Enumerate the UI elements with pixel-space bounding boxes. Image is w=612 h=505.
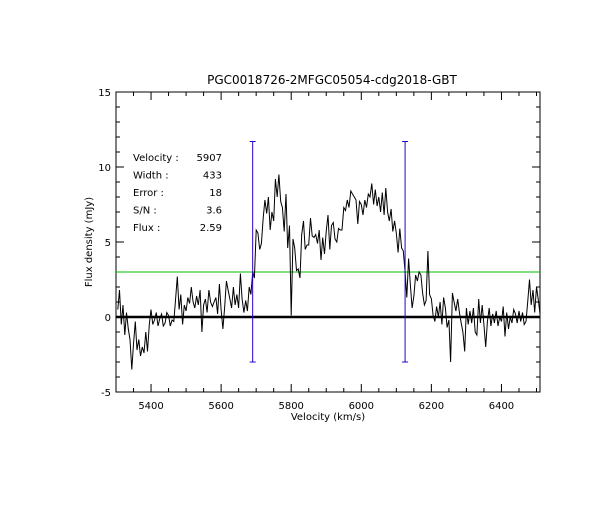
stat-value: 5907: [197, 153, 222, 164]
stat-value: 18: [209, 188, 222, 199]
axis-ticks: 5400 5600 5800 6000 6200 6400 -5 0 5 10 15: [98, 88, 540, 412]
y-tick-label: 5: [105, 238, 111, 249]
y-tick-label: -5: [101, 388, 111, 399]
stat-label: Velocity :: [133, 153, 179, 164]
spectrum-line: [117, 174, 541, 370]
y-tick-label: 15: [98, 88, 111, 99]
stat-value: 433: [203, 171, 222, 182]
x-tick-label: 6400: [489, 401, 514, 412]
x-tick-label: 5400: [138, 401, 163, 412]
x-tick-label: 6200: [419, 401, 444, 412]
stats-panel: Velocity : 5907 Width : 433 Error : 18 S/N : 3.…: [133, 153, 222, 234]
stat-value: 2.59: [200, 223, 222, 234]
reference-lines: [116, 271, 540, 319]
x-axis-label: Velocity (km/s): [291, 412, 365, 423]
plot-frame: [115, 91, 541, 393]
stat-label: Flux :: [133, 223, 160, 234]
chart-title: PGC0018726-2MFGC05054-cdg2018-GBT: [207, 73, 457, 87]
stat-label: S/N :: [133, 206, 157, 217]
y-tick-label: 10: [98, 163, 111, 174]
velocity-markers: [249, 141, 409, 363]
y-tick-label: 0: [105, 313, 111, 324]
stat-label: Width :: [133, 171, 169, 182]
x-tick-label: 6000: [349, 401, 374, 412]
y-axis-label: Flux density (mJy): [84, 197, 95, 287]
stat-label: Error :: [133, 188, 164, 199]
spectrum-series: [117, 174, 541, 370]
x-tick-label: 5600: [208, 401, 233, 412]
x-tick-label: 5800: [278, 401, 303, 412]
stat-value: 3.6: [206, 206, 222, 217]
